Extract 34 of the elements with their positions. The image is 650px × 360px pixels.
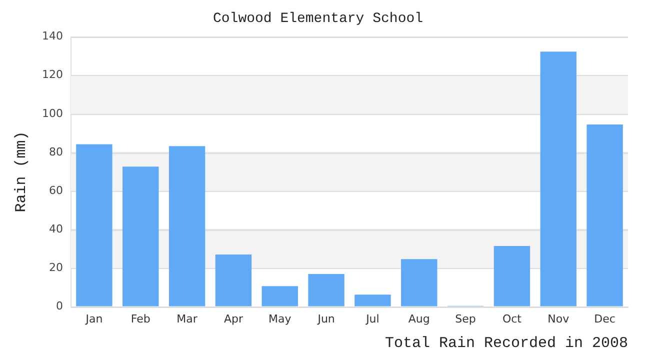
- bar: [262, 286, 298, 306]
- bar: [354, 294, 391, 306]
- y-axis-title: Rain (mm): [12, 131, 30, 212]
- x-tick-label: Aug: [408, 312, 430, 326]
- x-tick-label: Feb: [130, 312, 150, 326]
- y-tick-label: 20: [48, 261, 63, 274]
- bar: [76, 144, 112, 306]
- x-tick-label: Apr: [224, 312, 244, 326]
- bar: [215, 254, 252, 306]
- y-tick-label: 140: [42, 30, 63, 43]
- y-tick-label: 80: [48, 145, 63, 158]
- bar: [540, 52, 576, 306]
- x-tick-label: May: [268, 312, 292, 326]
- y-tick-label: 40: [48, 222, 63, 236]
- bar: [401, 259, 438, 306]
- y-tick-label: 120: [42, 68, 63, 82]
- bar: [494, 246, 530, 306]
- bar: [168, 146, 206, 306]
- y-tick-label: 0: [56, 300, 63, 313]
- bar: [122, 166, 159, 306]
- y-tick-label: 60: [48, 184, 63, 197]
- x-tick-label: Sep: [455, 312, 476, 326]
- x-tick-label: Jun: [316, 312, 335, 326]
- x-tick-label: Jul: [365, 312, 380, 326]
- chart-title: Colwood Elementary School: [212, 11, 424, 28]
- x-tick-label: Oct: [502, 312, 522, 326]
- x-tick-label: Mar: [176, 312, 198, 326]
- x-tick-label: Dec: [594, 312, 616, 326]
- x-tick-label: Jan: [84, 312, 103, 326]
- x-tick-label: Nov: [548, 312, 570, 326]
- y-tick-label: 100: [42, 106, 63, 120]
- x-axis-title: Total Rain Recorded in 2008: [384, 334, 628, 352]
- bar: [586, 124, 623, 306]
- bar: [308, 274, 344, 306]
